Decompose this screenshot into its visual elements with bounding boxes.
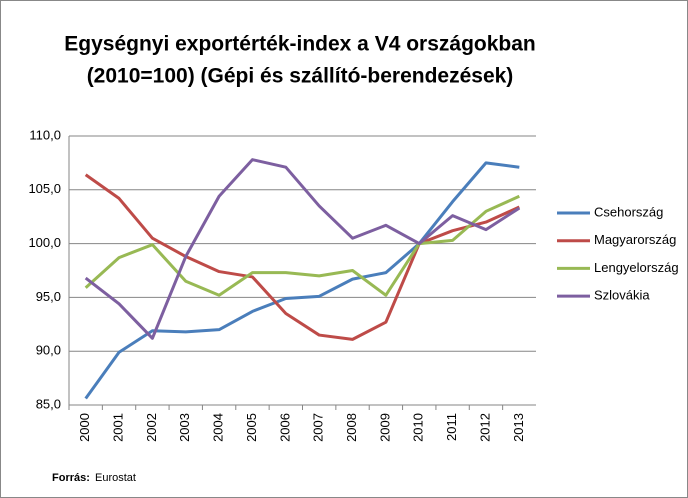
x-tick-label: 2008 <box>344 413 359 442</box>
x-tick-label: 2000 <box>77 413 92 442</box>
x-tick-label: 2002 <box>144 413 159 442</box>
legend-label: Szlovákia <box>594 288 650 303</box>
y-tick-label: 100,0 <box>28 235 61 250</box>
x-tick-label: 2010 <box>411 413 426 442</box>
source-label: Forrás: <box>52 472 90 484</box>
chart-title: Egységnyi exportérték-index a V4 országo… <box>64 33 536 56</box>
x-tick-label: 2007 <box>311 413 326 442</box>
series-line <box>84 161 520 400</box>
y-tick-label: 95,0 <box>36 289 61 304</box>
x-tick-label: 2013 <box>511 413 526 442</box>
legend-label: Lengyelország <box>594 260 679 275</box>
y-tick-label: 110,0 <box>29 127 61 142</box>
legend-label: Magyarország <box>594 232 676 247</box>
x-tick-label: 2009 <box>377 413 392 442</box>
chart-title: (2010=100) (Gépi és szállító-berendezése… <box>87 65 514 88</box>
x-tick-label: 2012 <box>477 413 492 442</box>
x-tick-label: 2011 <box>444 413 459 441</box>
x-tick-label: 2001 <box>110 413 125 442</box>
x-tick-label: 2003 <box>177 413 192 442</box>
series-line <box>84 158 521 340</box>
series-line <box>84 194 520 297</box>
x-tick-label: 2005 <box>244 413 259 442</box>
y-tick-label: 85,0 <box>36 396 61 411</box>
source: Eurostat <box>95 472 136 484</box>
x-tick-label: 2006 <box>277 413 292 442</box>
x-tick-label: 2004 <box>211 413 226 442</box>
y-tick-label: 90,0 <box>36 343 61 358</box>
y-tick-label: 105,0 <box>28 181 61 196</box>
series-line <box>84 173 520 341</box>
legend-label: Csehország <box>594 204 663 219</box>
